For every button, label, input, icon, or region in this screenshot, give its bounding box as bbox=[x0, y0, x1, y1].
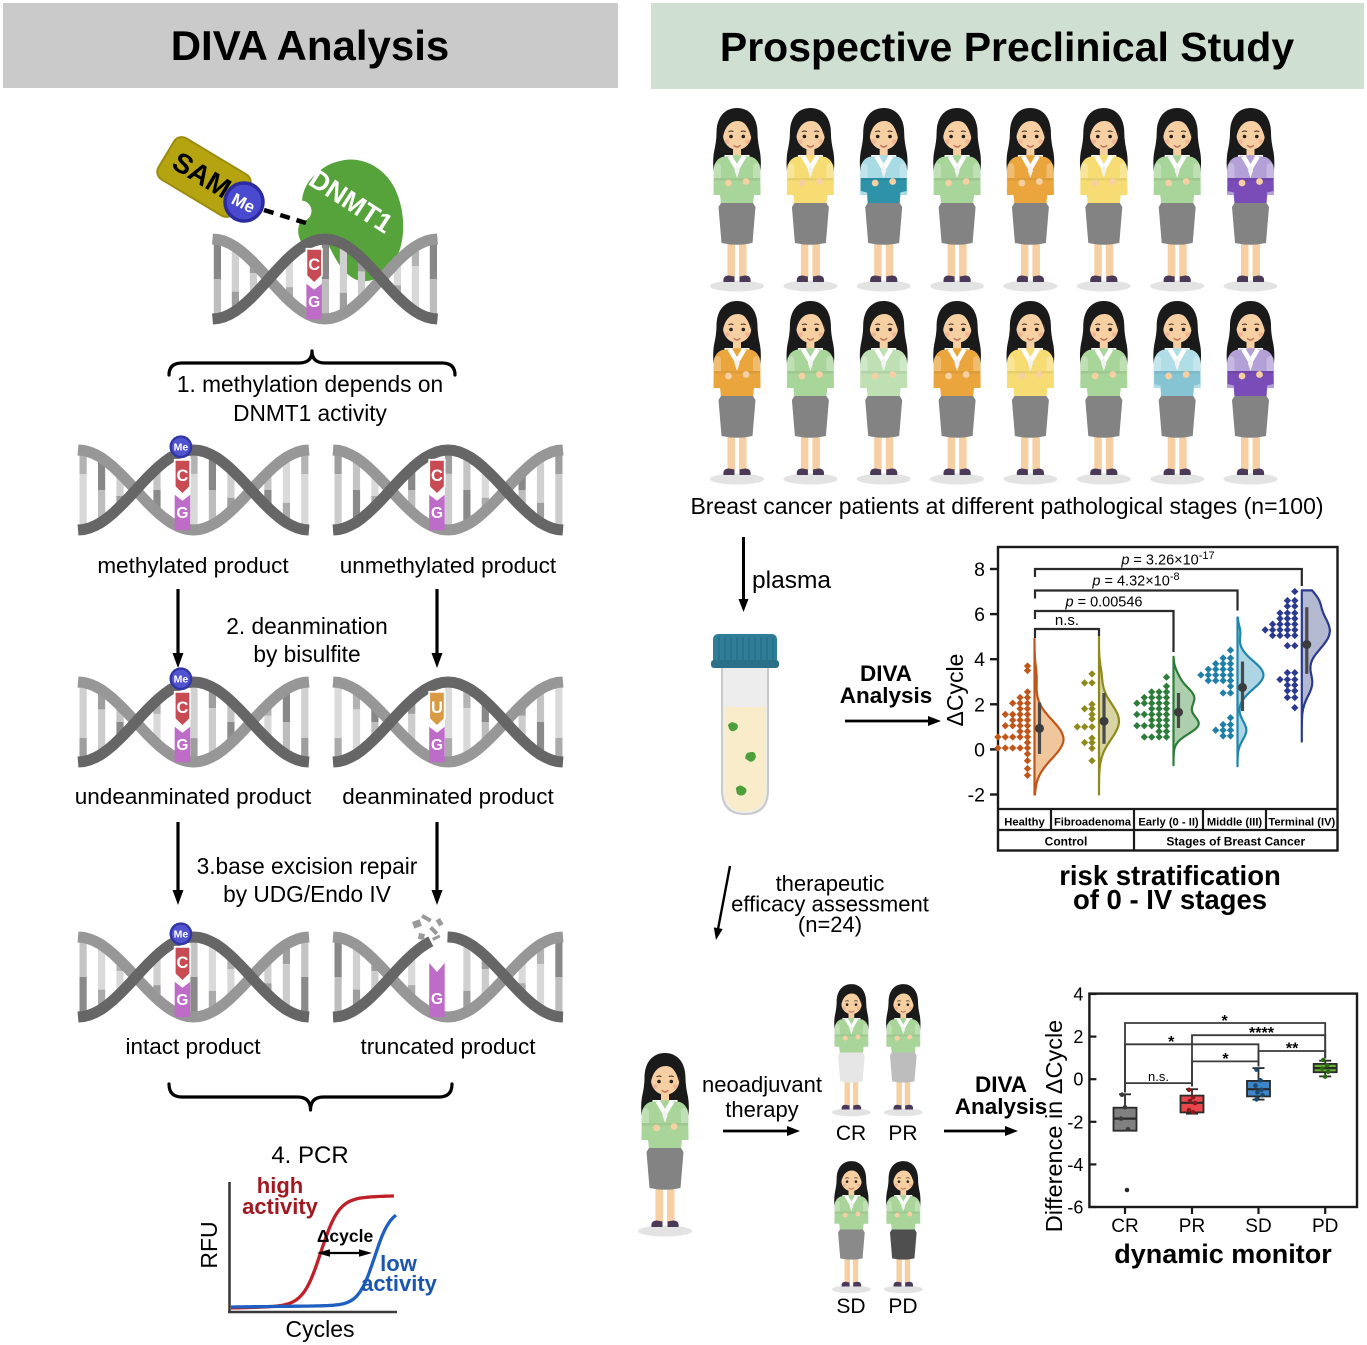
svg-text:Me: Me bbox=[174, 929, 189, 941]
svg-text:C: C bbox=[431, 467, 443, 485]
svg-text:Stages of Breast Cancer: Stages of Breast Cancer bbox=[1166, 835, 1305, 849]
svg-text:n.s.: n.s. bbox=[1055, 612, 1079, 629]
svg-text:Breast cancer patients at diff: Breast cancer patients at different path… bbox=[690, 493, 1323, 519]
svg-text:DNMT1 activity: DNMT1 activity bbox=[233, 400, 387, 426]
svg-text:Terminal (IV): Terminal (IV) bbox=[1268, 817, 1335, 829]
svg-text:G: G bbox=[176, 992, 188, 1009]
svg-text:-2: -2 bbox=[1067, 1112, 1083, 1132]
svg-text:Control: Control bbox=[1045, 835, 1088, 849]
svg-text:DIVA: DIVA bbox=[860, 661, 912, 686]
svg-text:Early (0 - II): Early (0 - II) bbox=[1138, 817, 1199, 829]
svg-text:-2: -2 bbox=[968, 785, 985, 807]
svg-text:Difference in ΔCycle: Difference in ΔCycle bbox=[1041, 1020, 1067, 1233]
svg-text:CR: CR bbox=[836, 1122, 866, 1145]
svg-text:G: G bbox=[431, 991, 443, 1008]
svg-text:therapeutic: therapeutic bbox=[776, 871, 885, 896]
svg-text:2. deanmination: 2. deanmination bbox=[226, 613, 387, 639]
svg-text:2: 2 bbox=[1073, 1027, 1083, 1047]
svg-text:U: U bbox=[431, 699, 443, 717]
svg-text:intact product: intact product bbox=[125, 1034, 261, 1059]
svg-text:****: **** bbox=[1249, 1025, 1275, 1042]
svg-text:risk stratification: risk stratification bbox=[1059, 860, 1281, 891]
svg-text:PD: PD bbox=[1312, 1216, 1338, 1237]
svg-text:Δcycle: Δcycle bbox=[317, 1226, 374, 1246]
svg-text:undeanminated product: undeanminated product bbox=[75, 784, 312, 809]
svg-text:DIVA: DIVA bbox=[975, 1072, 1027, 1097]
svg-text:Healthy: Healthy bbox=[1004, 817, 1045, 829]
svg-text:-6: -6 bbox=[1067, 1198, 1083, 1218]
svg-text:-4: -4 bbox=[1067, 1155, 1083, 1175]
svg-text:RFU: RFU bbox=[196, 1221, 222, 1268]
svg-text:PD: PD bbox=[888, 1295, 917, 1318]
svg-text:2: 2 bbox=[974, 694, 985, 716]
svg-text:of 0 - IV stages: of 0 - IV stages bbox=[1073, 884, 1267, 915]
svg-text:PR: PR bbox=[1179, 1216, 1205, 1237]
svg-text:DIVA Analysis: DIVA Analysis bbox=[171, 22, 450, 69]
svg-text:*: * bbox=[1168, 1034, 1175, 1051]
svg-text:4. PCR: 4. PCR bbox=[271, 1142, 348, 1169]
svg-text:*: * bbox=[1222, 1051, 1229, 1068]
svg-text:dynamic monitor: dynamic monitor bbox=[1114, 1239, 1332, 1269]
svg-text:deanminated product: deanminated product bbox=[342, 784, 554, 809]
svg-text:C: C bbox=[308, 256, 320, 274]
svg-text:6: 6 bbox=[974, 604, 985, 626]
svg-text:**: ** bbox=[1286, 1041, 1299, 1058]
svg-text:activity: activity bbox=[361, 1271, 438, 1296]
svg-text:1. methylation depends on: 1. methylation depends on bbox=[177, 371, 443, 397]
svg-text:0: 0 bbox=[1073, 1070, 1083, 1090]
svg-text:CR: CR bbox=[1111, 1216, 1138, 1237]
svg-text:*: * bbox=[1221, 1013, 1228, 1030]
svg-text:by bisulfite: by bisulfite bbox=[253, 641, 360, 667]
svg-text:therapy: therapy bbox=[725, 1097, 798, 1122]
svg-text:p = 4.32×10-8: p = 4.32×10-8 bbox=[1091, 571, 1179, 590]
svg-text:unmethylated product: unmethylated product bbox=[340, 553, 557, 578]
svg-text:SD: SD bbox=[836, 1295, 865, 1318]
svg-text:SD: SD bbox=[1245, 1216, 1271, 1237]
svg-text:plasma: plasma bbox=[752, 567, 831, 594]
svg-text:Analysis: Analysis bbox=[840, 683, 933, 708]
svg-text:truncated product: truncated product bbox=[360, 1034, 536, 1059]
svg-text:Prospective Preclinical Study: Prospective Preclinical Study bbox=[720, 24, 1294, 70]
svg-text:G: G bbox=[431, 737, 443, 754]
svg-text:p = 0.00546: p = 0.00546 bbox=[1064, 595, 1142, 611]
svg-text:Fibroadenoma: Fibroadenoma bbox=[1054, 817, 1132, 829]
svg-text:8: 8 bbox=[974, 559, 985, 581]
svg-text:neoadjuvant: neoadjuvant bbox=[702, 1072, 822, 1097]
svg-text:n.s.: n.s. bbox=[1148, 1069, 1169, 1084]
svg-text:high: high bbox=[257, 1173, 303, 1198]
svg-text:(n=24): (n=24) bbox=[798, 912, 862, 937]
svg-text:C: C bbox=[176, 467, 188, 485]
svg-text:G: G bbox=[308, 294, 320, 311]
svg-text:C: C bbox=[176, 699, 188, 717]
svg-text:4: 4 bbox=[974, 649, 985, 671]
svg-text:C: C bbox=[176, 954, 188, 972]
svg-text:methylated product: methylated product bbox=[97, 553, 289, 578]
svg-text:low: low bbox=[380, 1251, 418, 1276]
svg-text:activity: activity bbox=[242, 1194, 319, 1219]
svg-text:Cycles: Cycles bbox=[285, 1316, 354, 1342]
svg-text:Me: Me bbox=[174, 442, 189, 454]
svg-text:efficacy assessment: efficacy assessment bbox=[731, 892, 929, 917]
svg-text:G: G bbox=[176, 505, 188, 522]
svg-text:4: 4 bbox=[1073, 985, 1083, 1005]
svg-text:0: 0 bbox=[974, 739, 985, 761]
svg-text:Analysis: Analysis bbox=[955, 1094, 1048, 1119]
svg-text:ΔCycle: ΔCycle bbox=[942, 654, 968, 727]
svg-text:p = 3.26×10-17: p = 3.26×10-17 bbox=[1120, 550, 1214, 569]
svg-text:PR: PR bbox=[888, 1122, 917, 1145]
svg-text:3.base excision repair: 3.base excision repair bbox=[197, 853, 418, 879]
svg-text:G: G bbox=[176, 737, 188, 754]
svg-text:by UDG/Endo IV: by UDG/Endo IV bbox=[223, 881, 392, 907]
svg-text:G: G bbox=[431, 505, 443, 522]
svg-text:Me: Me bbox=[174, 674, 189, 686]
svg-text:Middle (III): Middle (III) bbox=[1207, 817, 1263, 829]
